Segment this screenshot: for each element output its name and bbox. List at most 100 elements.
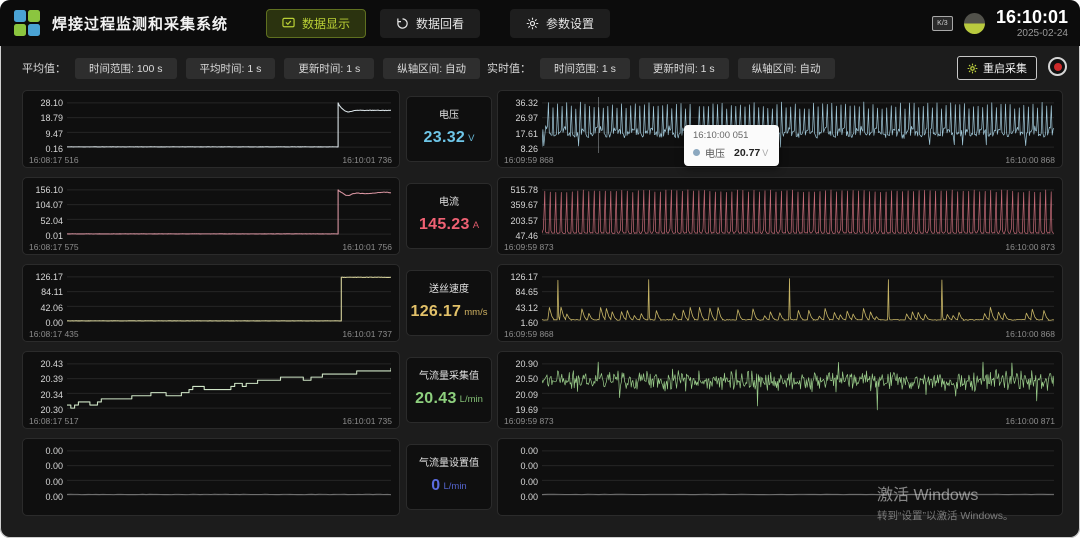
metric-number: 126.17 (410, 303, 462, 320)
nav-button-data-display[interactable]: 数据显示 (266, 8, 367, 38)
header-right-cluster: K/3 16:10:01 2025-02-24 (931, 0, 1068, 46)
y-tick-label: 0.00 (45, 491, 63, 502)
tooltip-series-row: 电压 20.77 V (693, 145, 769, 160)
y-tick-label: 19.69 (515, 404, 538, 415)
realtime-chart-column: 36.32 26.97 17.61 8.26 16:09:59 868 16:10:00 … (497, 90, 1063, 516)
metric-box-4: 气流量设置值 0 L/min (406, 444, 492, 510)
y-tick-label: 1.60 (520, 317, 538, 328)
restart-acquisition-button[interactable]: 重启采集 (957, 56, 1037, 80)
chart-avg-gas-flow[interactable]: 20.43 20.39 20.34 20.30 16:08:17 517 16:10:01… (22, 351, 400, 429)
realtime-label: 实时值： (487, 63, 531, 75)
nav-label: 参数设置 (546, 16, 595, 31)
chart-rt-gas-set[interactable]: 0.00 0.00 0.00 0.00 (497, 438, 1063, 516)
y-tick-label: 18.79 (40, 113, 63, 124)
chart-rt-current[interactable]: 515.78 359.67 203.57 47.46 16:09:59 873 16:10… (497, 177, 1063, 255)
app-logo-icon (14, 10, 40, 36)
record-button[interactable] (1048, 57, 1067, 76)
avg-chart-column: 28.10 18.79 9.47 0.16 16:08:17 516 16:10:01 7… (22, 90, 400, 516)
chart-plot-svg (67, 189, 391, 235)
avg-update-time-button[interactable]: 更新时间: 1 s (284, 57, 375, 79)
main-nav: 数据显示 数据回看 参数设置 (266, 8, 611, 38)
metric-box-2: 送丝速度 126.17 mm/s (406, 270, 492, 336)
y-tick-label: 42.06 (40, 302, 63, 313)
rt-update-time-button[interactable]: 更新时间: 1 s (638, 57, 729, 79)
metric-value: 0 L/min (431, 469, 466, 509)
nav-button-data-playback[interactable]: 数据回看 (380, 8, 481, 38)
ime-indicator[interactable]: K/3 (931, 15, 953, 31)
restart-label: 重启采集 (983, 63, 1027, 75)
y-tick-label: 156.10 (35, 185, 63, 195)
chart-avg-gas-set[interactable]: 0.00 0.00 0.00 0.00 (22, 438, 400, 516)
y-tick-label: 0.00 (520, 491, 538, 502)
metric-unit: L/min (459, 393, 483, 405)
chart-avg-wire-speed[interactable]: 126.17 84.11 42.06 0.00 16:08:17 435 16:10:01… (22, 264, 400, 342)
y-tick-label: 0.00 (45, 317, 63, 328)
nav-label: 数据显示 (302, 16, 351, 31)
tooltip-time: 16:10:00 051 (693, 130, 749, 141)
y-tick-label: 20.34 (40, 389, 63, 400)
rt-time-range-button[interactable]: 时间范围: 1 s (540, 57, 630, 79)
metric-unit: A (472, 219, 480, 231)
record-dot-icon (1053, 62, 1062, 71)
y-tick-label: 84.65 (515, 287, 538, 298)
metric-box-0: 电压 23.32 V (406, 96, 492, 162)
y-tick-label: 9.47 (45, 128, 63, 139)
metric-column: 电压 23.32 V 电流 145.23 A 送丝速度 126.17 mm/s 气流量采集值 20.… (406, 90, 492, 516)
chart-rt-wire-speed[interactable]: 126.17 84.65 43.12 1.60 16:09:59 868 16:10:00… (497, 264, 1063, 342)
chart-plot-svg (542, 361, 1054, 411)
metric-value: 126.17 mm/s (411, 295, 488, 335)
y-tick-label: 28.10 (40, 98, 63, 108)
y-tick-label: 20.90 (515, 359, 538, 369)
y-tick-label: 0.00 (520, 461, 538, 472)
y-tick-label: 36.32 (515, 98, 538, 108)
chart-avg-current[interactable]: 156.10 104.07 52.04 0.01 16:08:17 575 16:10:0… (22, 177, 400, 255)
chart-plot-svg (67, 450, 391, 496)
plot-area (542, 186, 1054, 238)
y-tick-label: 0.00 (520, 476, 538, 487)
status-gauge-icon (963, 12, 985, 34)
x-axis-start-label: 16:09:59 868 (504, 155, 554, 165)
chart-crosshair (598, 97, 599, 153)
chart-plot-svg (67, 102, 391, 148)
x-axis-start-label: 16:08:17 575 (29, 242, 79, 252)
x-axis-start-label: 16:08:17 517 (29, 416, 79, 426)
series-dot-icon (693, 149, 700, 156)
metric-row: 电压 23.32 V (406, 90, 492, 168)
header-bar: 焊接过程监测和采集系统 数据显示 数据回看 参数设置 K/3 16:10:01 … (0, 0, 1080, 46)
y-tick-label: 8.26 (520, 143, 538, 154)
tooltip-value: 20.77 (734, 146, 761, 159)
chart-tooltip: 16:10:00 051 电压 20.77 V (684, 125, 779, 166)
tooltip-series-name: 电压 (705, 149, 725, 160)
realtime-settings-group: 实时值： 时间范围: 1 s 更新时间: 1 s 纵轴区间: 自动 (487, 56, 835, 80)
plot-area (67, 99, 391, 151)
y-tick-label: 0.16 (45, 143, 63, 154)
average-settings-group: 平均值： 时间范围: 100 s 平均时间: 1 s 更新时间: 1 s 纵轴区… (22, 56, 481, 80)
nav-button-parameter-settings[interactable]: 参数设置 (510, 8, 611, 38)
avg-time-range-button[interactable]: 时间范围: 100 s (75, 57, 177, 79)
x-axis-end-label: 16:10:01 735 (342, 416, 392, 426)
x-axis-end-label: 16:10:01 737 (342, 329, 392, 339)
history-icon (397, 17, 408, 29)
x-axis-end-label: 16:10:00 868 (1005, 329, 1055, 339)
y-tick-label: 126.17 (35, 272, 63, 282)
chart-plot-svg (542, 101, 1054, 148)
metric-unit: mm/s (464, 306, 488, 318)
y-tick-label: 26.97 (515, 113, 538, 124)
rt-y-axis-range-button[interactable]: 纵轴区间: 自动 (737, 57, 835, 79)
avg-y-axis-range-button[interactable]: 纵轴区间: 自动 (383, 57, 481, 79)
chart-rt-gas-flow[interactable]: 20.90 20.50 20.09 19.69 16:09:59 873 16:10:00… (497, 351, 1063, 429)
chart-rt-voltage[interactable]: 36.32 26.97 17.61 8.26 16:09:59 868 16:10:00 … (497, 90, 1063, 168)
x-axis-end-label: 16:10:01 756 (342, 242, 392, 252)
monitor-check-icon (282, 17, 295, 28)
chart-avg-voltage[interactable]: 28.10 18.79 9.47 0.16 16:08:17 516 16:10:01 7… (22, 90, 400, 168)
plot-area (67, 447, 391, 499)
avg-average-time-button[interactable]: 平均时间: 1 s (185, 57, 276, 79)
chart-plot-svg (67, 363, 391, 409)
metric-number: 145.23 (418, 216, 470, 233)
plot-area (542, 99, 1054, 151)
clock: 16:10:01 2025-02-24 (996, 8, 1068, 39)
chart-plot-svg (542, 450, 1054, 496)
chart-plot-svg (542, 189, 1054, 235)
x-axis-end-label: 16:10:00 871 (1005, 416, 1055, 426)
